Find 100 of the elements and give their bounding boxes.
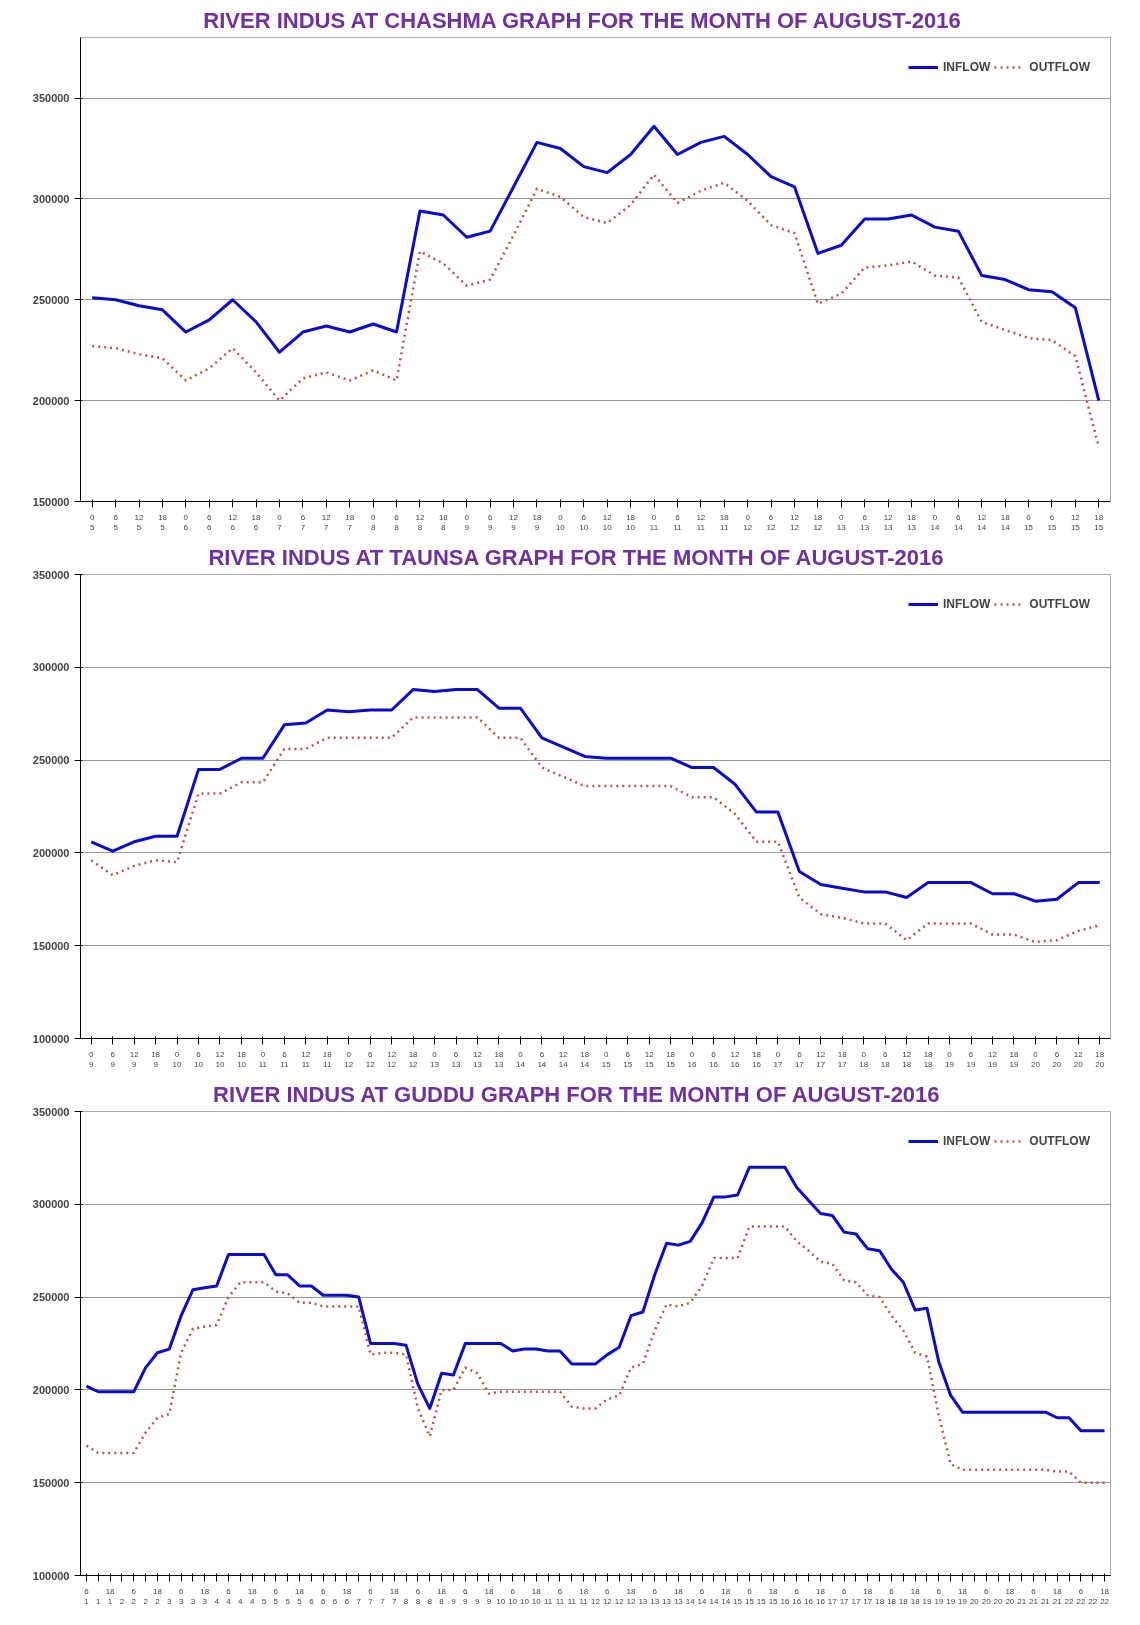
x-tick-label: 11 [567,1597,577,1607]
x-tick-label: 6 8 [394,512,400,533]
x-tick-label: 6 6 [207,512,213,533]
x-tick-label: 6 22 [1076,1586,1086,1607]
x-tick-label: 6 14 [953,512,964,533]
y-tick-label: 250000 [32,754,70,767]
x-tick-label: 12 [591,1597,601,1607]
x-tick-label: 18 7 [389,1586,400,1607]
x-tick-label: 21 [1040,1597,1051,1607]
x-tick-label: 19 [946,1597,956,1607]
x-tick-label: 6 20 [1052,1049,1062,1070]
x-tick-label: 14 [709,1597,719,1607]
x-tick-label: 8 [427,1597,433,1607]
y-tick-label: 200000 [32,394,70,407]
x-tick-label: 6 16 [709,1049,719,1070]
x-tick-label: 18 15 [768,1586,779,1607]
x-tick-label: 6 19 [934,1586,944,1607]
x-tick-label: 6 7 [368,1586,374,1607]
x-tick-label: 18 20 [1095,1049,1105,1070]
x-tick-label: 15 [733,1597,743,1607]
x-tick-label: 12 12 [790,512,800,533]
x-tick-label: 12 7 [321,512,332,533]
x-tick-label: 12 18 [902,1049,912,1070]
x-tick-label: 0 15 [601,1049,612,1070]
x-tick-label: 22 [1088,1597,1098,1607]
x-tick-label: 12 20 [1073,1049,1084,1070]
x-tick-label: 18 6 [342,1586,352,1607]
x-tick-label: 21 [1017,1597,1027,1607]
x-tick-label: 0 13 [430,1049,440,1070]
x-tick-label: 18 15 [666,1049,676,1070]
x-tick-label: 18 9 [151,1049,161,1070]
y-tick-label: 250000 [32,1291,70,1304]
x-tick-label: 12 10 [215,1049,225,1070]
y-tick-label: 250000 [32,293,70,306]
x-tick-label: 18 8 [437,1586,447,1607]
x-tick-label: 18 20 [1005,1586,1015,1607]
x-tick-label: 3 [167,1597,173,1607]
x-tick-label: 6 13 [451,1049,462,1070]
x-tick-label: 0 11 [649,512,659,533]
x-tick-label: 6 19 [966,1049,977,1070]
x-tick-label: 6 13 [860,512,870,533]
x-tick-label: 1 [96,1597,102,1607]
x-tick-label: 6 12 [602,1586,613,1607]
x-tick-label: 18 21 [1052,1586,1063,1607]
x-tick-label: 6 15 [623,1049,633,1070]
y-tick-label: 150000 [32,495,70,508]
x-tick-label: 18 22 [1100,1586,1110,1607]
x-tick-label: 6 20 [981,1586,992,1607]
x-tick-label: 12 13 [473,1049,483,1070]
x-tick-label: 6 9 [487,512,493,533]
x-tick-label: 12 11 [696,512,706,533]
x-tick-label: 6 9 [110,1049,116,1070]
x-tick-label: 22 [1064,1597,1075,1607]
x-tick-label: 2 [143,1597,149,1607]
x-tick-label: 12 11 [301,1049,311,1070]
x-tick-label: 18 12 [408,1049,419,1070]
x-tick-label: 18 19 [958,1586,968,1607]
x-tick-label: 6 17 [794,1049,805,1070]
x-tick-label: 13 [638,1597,648,1607]
x-tick-label: 6 9 [463,1586,469,1607]
x-tick-label: 18 18 [910,1586,921,1607]
x-tick-label: 18 [898,1597,909,1607]
x-tick-label: 3 [190,1597,196,1607]
x-tick-label: 6 10 [508,1586,518,1607]
x-tick-label: 5 [261,1597,267,1607]
x-tick-label: 6 15 [1047,512,1057,533]
x-tick-label: 17 [851,1597,861,1607]
x-tick-label: 12 17 [816,1049,826,1070]
x-tick-label: 0 8 [370,512,376,533]
x-tick-label: 0 17 [773,1049,783,1070]
x-tick-label: 12 8 [415,512,425,533]
x-tick-label: 12 16 [730,1049,740,1070]
x-tick-label: 14 [685,1597,696,1607]
y-tick-label: 350000 [32,1105,70,1118]
x-tick-label: 6 3 [178,1586,184,1607]
line-series [89,688,1102,903]
x-tick-label: 16 [804,1597,814,1607]
y-tick-label: 100000 [32,1032,70,1045]
legend-label: OUTFLOW [1029,597,1090,611]
x-tick-label: 0 9 [89,1049,94,1070]
x-tick-label: 0 18 [859,1049,869,1070]
x-tick-label: 0 5 [89,512,95,533]
x-tick-label: 6 15 [744,1586,755,1607]
x-tick-label: 18 5 [157,512,168,533]
x-tick-label: 6 12 [766,512,777,533]
x-tick-label: 12 9 [129,1049,140,1070]
x-tick-label: 0 16 [687,1049,698,1070]
x-tick-label: 6 4 [226,1586,232,1607]
x-tick-label: 18 2 [153,1586,163,1607]
x-tick-label: 16 [780,1597,790,1607]
x-tick-label: 18 13 [494,1049,504,1070]
x-tick-label: 18 13 [907,512,917,533]
x-tick-label: 6 13 [650,1586,660,1607]
x-tick-label: 10 [496,1597,506,1607]
x-tick-label: 18 [875,1597,885,1607]
x-tick-label: 18 14 [580,1049,590,1070]
x-tick-label: 18 16 [751,1049,762,1070]
x-tick-label: 18 9 [484,1586,494,1607]
legend-label: INFLOW [943,1134,991,1148]
legend-label: INFLOW [943,60,991,74]
